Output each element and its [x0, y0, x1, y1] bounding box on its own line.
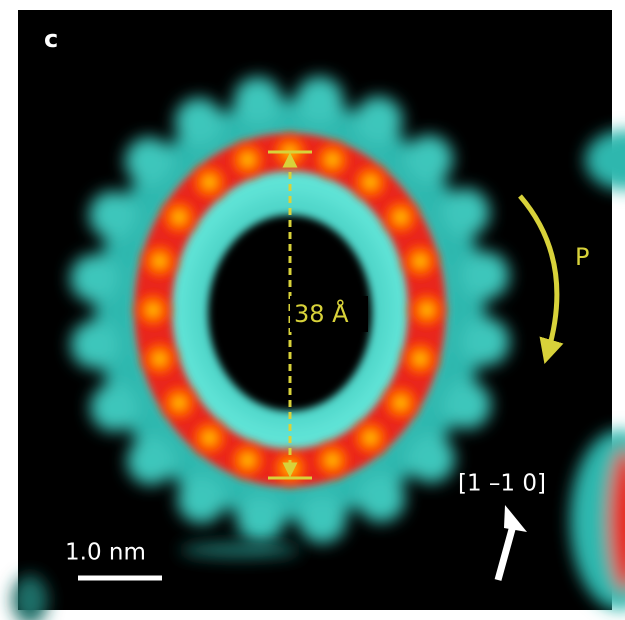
panel-label: c [44, 25, 58, 53]
halo-bump [90, 384, 138, 432]
halo-bump [70, 254, 118, 302]
red-blob [159, 197, 199, 237]
smudge [180, 542, 300, 558]
red-blob [400, 241, 440, 281]
halo-bump [175, 98, 223, 146]
halo-bump [177, 476, 225, 524]
halo-bump [127, 437, 175, 485]
halo-bump [357, 474, 405, 522]
red-blob [228, 440, 268, 480]
red-blob [189, 418, 229, 458]
red-blob [133, 290, 173, 330]
halo-bump [407, 435, 455, 483]
red-blob [189, 162, 229, 202]
halo-bump [298, 495, 346, 543]
halo-bump [296, 76, 344, 124]
halo-bump [236, 496, 284, 544]
halo-bump [234, 77, 282, 125]
halo-bump [89, 191, 137, 239]
red-blob [312, 440, 352, 480]
diameter-label: 38 Å [294, 299, 349, 328]
halo-bump [462, 318, 510, 366]
figure-panel: 38 Å P [1 –1 0] c 1.0 nm [0, 0, 625, 620]
rotation-label: P [575, 243, 589, 271]
halo-bump [125, 137, 173, 185]
red-blob [381, 197, 421, 237]
red-blob [400, 339, 440, 379]
red-blob [381, 383, 421, 423]
scale-bar-label: 1.0 nm [65, 540, 146, 566]
red-blob [351, 162, 391, 202]
red-blob [159, 383, 199, 423]
halo-bump [71, 321, 119, 369]
red-blob [407, 290, 447, 330]
halo-bump [461, 251, 509, 299]
direction-label: [1 –1 0] [458, 471, 546, 497]
red-blob [351, 418, 391, 458]
halo-bump [442, 188, 490, 236]
halo-bump [355, 96, 403, 144]
red-blob [140, 339, 180, 379]
page: 38 Å P [1 –1 0] c 1.0 nm (() => { const … [0, 0, 625, 620]
red-blob [140, 241, 180, 281]
red-blob [228, 140, 268, 180]
red-blob [312, 140, 352, 180]
halo-bump [443, 381, 491, 429]
halo-bump [405, 135, 453, 183]
